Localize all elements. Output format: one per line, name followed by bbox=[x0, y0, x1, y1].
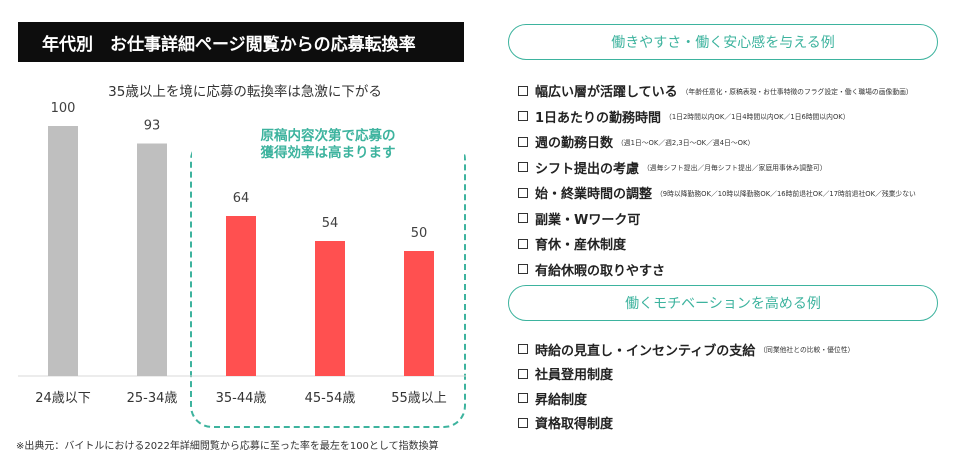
checkbox-icon bbox=[518, 368, 528, 379]
list-item: 1日あたりの勤務時間 （1日2時間以内OK／1日4時間以内OK／1日6時間以内OK… bbox=[518, 104, 916, 130]
data-label: 54 bbox=[322, 216, 339, 231]
x-tick-label: 25-34歳 bbox=[127, 391, 178, 406]
bar bbox=[315, 241, 345, 376]
item-label: 資格取得制度 bbox=[535, 417, 614, 433]
item-label: 有給休暇の取りやすさ bbox=[535, 263, 666, 279]
checkbox-icon bbox=[518, 162, 528, 173]
list-item: シフト提出の考慮 （週毎シフト提出／月毎シフト提出／家庭用事休み調整可） bbox=[518, 155, 916, 181]
checkbox-icon bbox=[518, 393, 528, 404]
checkbox-icon bbox=[518, 238, 528, 249]
item-note: （1日2時間以内OK／1日4時間以内OK／1日6時間以内OK） bbox=[665, 113, 850, 122]
x-tick-label: 45-54歳 bbox=[305, 391, 356, 406]
bar-chart: 100 24歳以下 93 25-34歳 64 35-44歳 54 45-54歳 50 55歳以上 bbox=[18, 101, 466, 406]
item-label: シフト提出の考慮 bbox=[535, 161, 640, 177]
checkbox-icon bbox=[518, 136, 528, 147]
bar bbox=[226, 216, 256, 376]
section-heading-comfort: 働きやすさ・働く安心感を与える例 bbox=[508, 24, 938, 60]
item-label: 幅広い層が活躍している bbox=[535, 85, 678, 101]
item-note: （週1日〜OK／週2,3日〜OK／週4日〜OK） bbox=[617, 138, 755, 147]
list-item: 有給休暇の取りやすさ bbox=[518, 257, 916, 283]
checkbox-icon bbox=[518, 213, 528, 224]
checkbox-icon bbox=[518, 264, 528, 275]
checkbox-icon bbox=[518, 417, 528, 428]
item-label: 始・終業時間の調整 bbox=[535, 187, 653, 203]
list-item: 副業・Wワーク可 bbox=[518, 206, 916, 232]
data-label: 64 bbox=[233, 191, 250, 206]
checklist-comfort: 幅広い層が活躍している （年齢任意化・原稿表現・お仕事特徴のフラグ設定・働く職場の… bbox=[518, 78, 916, 282]
bar bbox=[404, 251, 434, 376]
checkbox-icon bbox=[518, 85, 528, 96]
source-note: ※出典元：バイトルにおける2022年詳細閲覧から応募に至った率を最左を100とし… bbox=[16, 441, 439, 452]
chart-title-banner: 年代別 お仕事詳細ページ閲覧からの応募転換率 bbox=[18, 22, 464, 62]
item-label: 社員登用制度 bbox=[535, 368, 614, 384]
list-item: 昇給制度 bbox=[518, 386, 854, 411]
checkbox-icon bbox=[518, 187, 528, 198]
item-label: 育休・産休制度 bbox=[535, 238, 627, 254]
list-item: 週の勤務日数 （週1日〜OK／週2,3日〜OK／週4日〜OK） bbox=[518, 129, 916, 155]
item-note: （同業他社との比較・優位性） bbox=[759, 346, 855, 355]
item-label: 昇給制度 bbox=[535, 392, 588, 408]
list-item: 育休・産休制度 bbox=[518, 231, 916, 257]
x-tick-label: 55歳以上 bbox=[391, 391, 447, 406]
list-item: 社員登用制度 bbox=[518, 362, 854, 387]
bar bbox=[48, 126, 78, 376]
checklist-motivation: 時給の見直し・インセンティブの支給 （同業他社との比較・優位性） 社員登用制度 昇… bbox=[518, 337, 854, 435]
checkbox-icon bbox=[518, 111, 528, 122]
x-tick-label: 35-44歳 bbox=[216, 391, 267, 406]
item-label: 副業・Wワーク可 bbox=[535, 212, 641, 228]
data-label: 100 bbox=[51, 101, 76, 116]
data-label: 93 bbox=[144, 119, 161, 134]
section-heading-motivation: 働くモチベーションを高める例 bbox=[508, 285, 938, 321]
list-item: 時給の見直し・インセンティブの支給 （同業他社との比較・優位性） bbox=[518, 337, 854, 362]
list-item: 幅広い層が活躍している （年齢任意化・原稿表現・お仕事特徴のフラグ設定・働く職場の… bbox=[518, 78, 916, 104]
item-note: （9時以降勤務OK／10時以降勤務OK／16時前退社OK／17時前退社OK／残業… bbox=[656, 189, 916, 198]
highlight-note-line1: 原稿内容次第で応募の bbox=[260, 128, 396, 144]
list-item: 始・終業時間の調整 （9時以降勤務OK／10時以降勤務OK／16時前退社OK／17… bbox=[518, 180, 916, 206]
highlight-note-line2: 獲得効率は高まります bbox=[260, 145, 396, 161]
x-tick-label: 24歳以下 bbox=[35, 391, 91, 406]
bar bbox=[137, 143, 167, 376]
item-note: （年齢任意化・原稿表現・お仕事特徴のフラグ設定・働く職場の画像動画） bbox=[681, 87, 913, 96]
chart-subtitle: 35歳以上を境に応募の転換率は急激に下がる bbox=[108, 84, 382, 100]
checkbox-icon bbox=[518, 344, 528, 355]
item-label: 時給の見直し・インセンティブの支給 bbox=[535, 343, 756, 359]
item-label: 週の勤務日数 bbox=[535, 136, 614, 152]
item-note: （週毎シフト提出／月毎シフト提出／家庭用事休み調整可） bbox=[643, 164, 827, 173]
highlight-note: 原稿内容次第で応募の 獲得効率は高まります bbox=[192, 128, 464, 162]
item-label: 1日あたりの勤務時間 bbox=[535, 110, 662, 126]
data-label: 50 bbox=[411, 226, 428, 241]
list-item: 資格取得制度 bbox=[518, 411, 854, 436]
